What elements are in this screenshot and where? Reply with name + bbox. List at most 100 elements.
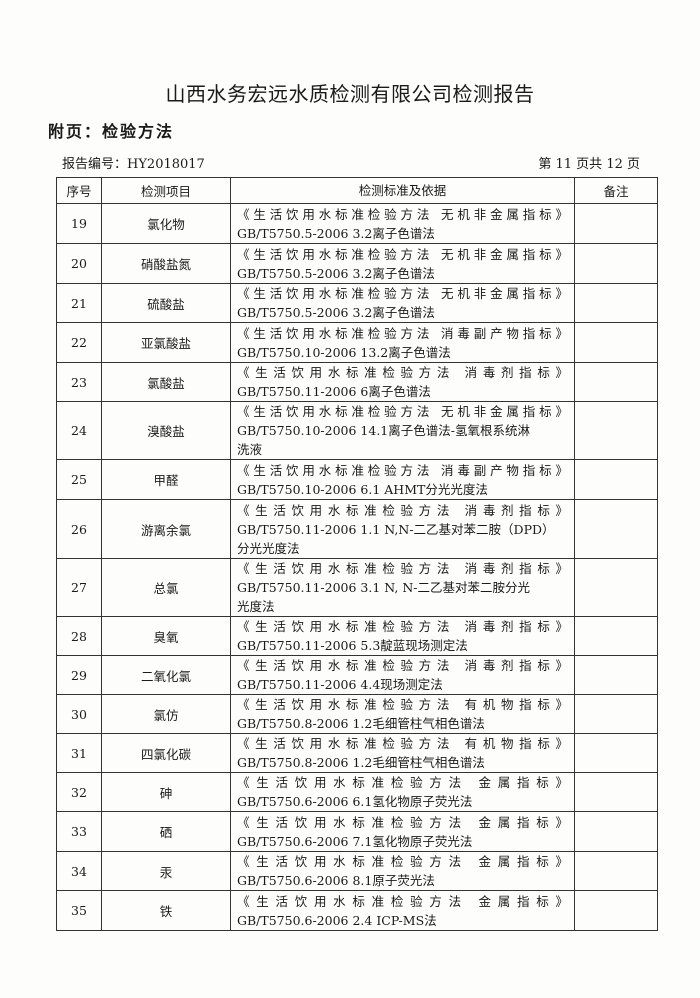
row-number: 34: [56, 851, 102, 891]
test-item: 硒: [101, 811, 231, 852]
column-header-no: 序号: [56, 177, 102, 204]
standard-line: GB/T5750.6-2006 7.1氢化物原子荧光法: [237, 833, 473, 849]
table-row: 32 砷《生活饮用水标准检验方法 金属指标》 GB/T5750.6-2006 6.1…: [56, 772, 658, 812]
standard-line: GB/T5750.11-2006 5.3靛蓝现场测定法: [237, 638, 468, 653]
remarks: [574, 362, 658, 402]
test-standard: 《生活饮用水标准检验方法 消毒剂指标》 GB/T5750.11-2006 3.1 …: [230, 558, 575, 617]
standard-line: 《生活饮用水标准检验方法 无机非金属指标》: [237, 286, 568, 301]
table-row: 20 硝酸盐氮 《生活饮用水标准检验方法 无机非金属指标》 GB/T5750.5-20…: [56, 243, 658, 284]
methods-table: 序号 检测项目 检测标准及依据 备注 19 氯化物 《生活饮用水标准检验方法 无机非…: [56, 177, 658, 931]
remarks: [574, 283, 658, 323]
test-standard: 《生活饮用水标准检验方法 金属指标》 GB/T5750.6-2006 8.1原子荧…: [230, 851, 575, 891]
standard-line: GB/T5750.8-2006 1.2毛细管柱气相色谱法: [237, 716, 485, 731]
row-number: 19: [56, 203, 102, 244]
test-item: 总氯: [101, 558, 231, 617]
page-indicator: 第 11 页共 12 页: [538, 157, 640, 172]
test-standard: 《生活饮用水标准检验方法 有机物指标》 GB/T5750.8-2006 1.2毛细…: [230, 694, 575, 734]
table-row: 22 亚氯酸盐 《生活饮用水标准检验方法 消毒副产物指标》 GB/T5750.10-2…: [56, 322, 658, 363]
table-row: 24 溴酸盐 《生活饮用水标准检验方法 无机非金属指标》 GB/T5750.10-20…: [56, 401, 658, 460]
column-header-standard: 检测标准及依据: [230, 177, 575, 204]
test-standard: 《生活饮用水标准检验方法 无机非金属指标》 GB/T5750.5-2006 3.2…: [230, 243, 575, 284]
test-standard: 《生活饮用水标准检验方法 无机非金属指标》 GB/T5750.5-2006 3.2…: [230, 203, 575, 244]
standard-line: 《生活饮用水标准检验方法 无机非金属指标》: [237, 246, 568, 262]
remarks: [574, 655, 658, 695]
standard-line: 《生活饮用水标准检验方法 金属指标》: [237, 854, 568, 869]
standard-line: 《生活饮用水标准检验方法 消毒副产物指标》: [237, 462, 568, 478]
remarks: [574, 811, 658, 852]
standard-line: GB/T5750.10-2006 14.1离子色谱法-氢氧根系统淋: [237, 423, 530, 438]
standard-line: 《生活饮用水标准检验方法 金属指标》: [237, 893, 568, 909]
remarks: [574, 322, 658, 363]
test-item: 甲醛: [101, 459, 231, 500]
row-number: 27: [56, 558, 102, 617]
row-number: 26: [56, 499, 102, 559]
standard-line: 光度法: [237, 599, 275, 614]
table-row: 21 硫酸盐 《生活饮用水标准检验方法 无机非金属指标》 GB/T5750.5-200…: [56, 283, 658, 323]
standard-line: 《生活饮用水标准检验方法 消毒剂指标》: [237, 561, 568, 576]
table-row: 29 二氧化氯 《生活饮用水标准检验方法 消毒剂指标》 GB/T5750.11-200…: [56, 655, 658, 695]
standard-line: GB/T5750.11-2006 3.1 N, N-二乙基对苯二胺分光: [237, 580, 531, 595]
standard-line: 《生活饮用水标准检验方法 金属指标》: [237, 814, 568, 830]
table-row: 34 汞《生活饮用水标准检验方法 金属指标》 GB/T5750.6-2006 8.1…: [56, 851, 658, 891]
report-number: 报告编号：HY2018017: [62, 157, 205, 172]
standard-line: 《生活饮用水标准检验方法 有机物指标》: [237, 697, 568, 712]
row-number: 24: [56, 401, 102, 460]
test-item: 臭氧: [101, 616, 231, 656]
test-standard: 《生活饮用水标准检验方法 金属指标》 GB/T5750.6-2006 7.1氢化物…: [230, 811, 575, 852]
standard-line: 《生活饮用水标准检验方法 金属指标》: [237, 775, 568, 790]
row-number: 20: [56, 243, 102, 284]
test-item: 汞: [101, 851, 231, 891]
test-item: 铁: [101, 890, 231, 931]
test-item: 硫酸盐: [101, 283, 231, 323]
test-standard: 《生活饮用水标准检验方法 消毒副产物指标》 GB/T5750.10-2006 13…: [230, 322, 575, 363]
test-item: 溴酸盐: [101, 401, 231, 460]
test-item: 游离余氯: [101, 499, 231, 559]
standard-line: 《生活饮用水标准检验方法 消毒副产物指标》: [237, 325, 568, 341]
standard-line: 《生活饮用水标准检验方法 消毒剂指标》: [237, 658, 568, 673]
remarks: [574, 243, 658, 284]
standard-line: GB/T5750.11-2006 4.4现场测定法: [237, 677, 443, 692]
remarks: [574, 401, 658, 460]
remarks: [574, 890, 658, 931]
standard-line: 《生活饮用水标准检验方法 消毒剂指标》: [237, 619, 568, 634]
standard-line: GB/T5750.6-2006 6.1氢化物原子荧光法: [237, 794, 473, 809]
standard-line: 洗液: [237, 442, 263, 457]
standard-line: 《生活饮用水标准检验方法 有机物指标》: [237, 736, 568, 751]
test-standard: 《生活饮用水标准检验方法 金属指标》 GB/T5750.6-2006 2.4 IC…: [230, 890, 575, 931]
standard-line: GB/T5750.5-2006 3.2离子色谱法: [237, 225, 435, 241]
standard-line: GB/T5750.6-2006 8.1原子荧光法: [237, 873, 435, 888]
test-standard: 《生活饮用水标准检验方法 无机非金属指标》 GB/T5750.5-2006 3.2…: [230, 283, 575, 323]
report-title: 山西水务宏远水质检测有限公司检测报告: [165, 82, 535, 106]
remarks: [574, 733, 658, 773]
standard-line: GB/T5750.5-2006 3.2离子色谱法: [237, 305, 435, 320]
remarks: [574, 499, 658, 559]
test-item: 亚氯酸盐: [101, 322, 231, 363]
row-number: 22: [56, 322, 102, 363]
test-standard: 《生活饮用水标准检验方法 无机非金属指标》 GB/T5750.10-2006 14…: [230, 401, 575, 460]
table-row: 33 硒《生活饮用水标准检验方法 金属指标》 GB/T5750.6-2006 7.1…: [56, 811, 658, 852]
standard-line: 《生活饮用水标准检验方法 无机非金属指标》: [237, 404, 568, 419]
test-item: 砷: [101, 772, 231, 812]
standard-line: 《生活饮用水标准检验方法 无机非金属指标》: [237, 206, 568, 222]
table-row: 31 四氯化碳 《生活饮用水标准检验方法 有机物指标》 GB/T5750.8-2006…: [56, 733, 658, 773]
row-number: 29: [56, 655, 102, 695]
test-item: 二氧化氯: [101, 655, 231, 695]
standard-line: GB/T5750.5-2006 3.2离子色谱法: [237, 265, 435, 281]
column-header-item: 检测项目: [101, 177, 231, 204]
standard-line: GB/T5750.11-2006 1.1 N,N-二乙基对苯二胺（DPD）: [237, 521, 555, 537]
test-standard: 《生活饮用水标准检验方法 金属指标》 GB/T5750.6-2006 6.1氢化物…: [230, 772, 575, 812]
table-header-row: 序号 检测项目 检测标准及依据 备注: [56, 177, 658, 204]
remarks: [574, 851, 658, 891]
test-item: 氯化物: [101, 203, 231, 244]
remarks: [574, 459, 658, 500]
standard-line: GB/T5750.6-2006 2.4 ICP-MS法: [237, 912, 437, 928]
row-number: 33: [56, 811, 102, 852]
test-standard: 《生活饮用水标准检验方法 消毒剂指标》 GB/T5750.11-2006 6离子色…: [230, 362, 575, 402]
row-number: 30: [56, 694, 102, 734]
table-row: 25 甲醛 《生活饮用水标准检验方法 消毒副产物指标》 GB/T5750.10-200…: [56, 459, 658, 500]
test-item: 氯仿: [101, 694, 231, 734]
remarks: [574, 772, 658, 812]
table-row: 28 臭氧 《生活饮用水标准检验方法 消毒剂指标》 GB/T5750.11-2006 …: [56, 616, 658, 656]
standard-line: GB/T5750.8-2006 1.2毛细管柱气相色谱法: [237, 755, 485, 770]
